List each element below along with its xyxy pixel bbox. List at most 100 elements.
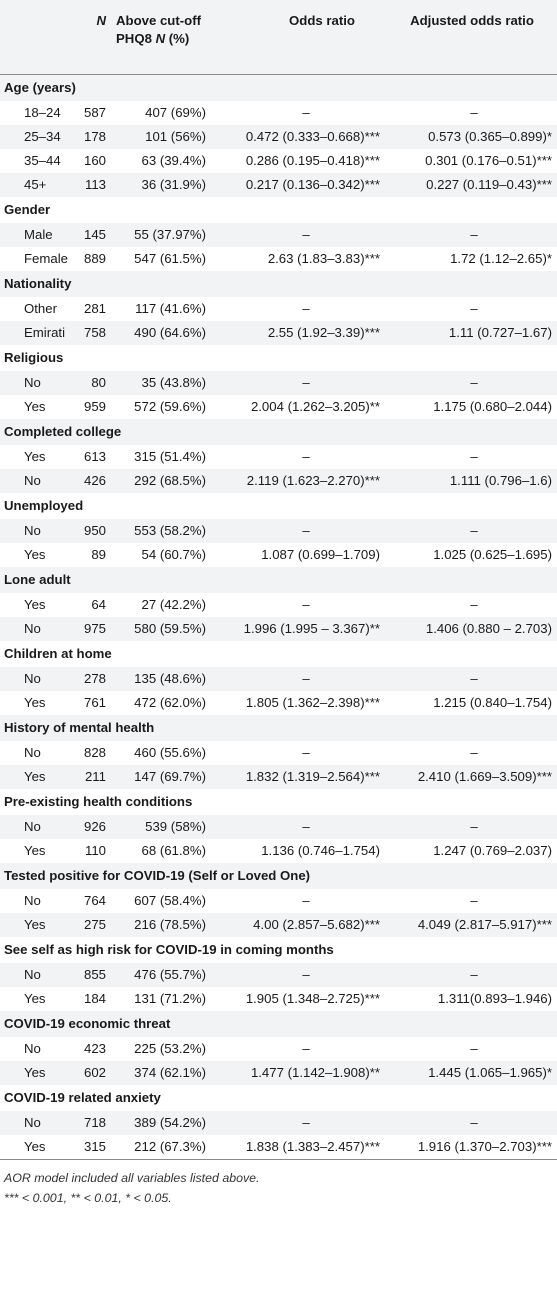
table-row: Yes 275 216 (78.5%) 4.00 (2.857–5.682)*** 4.…: [0, 913, 557, 937]
odds-ratio-value: 1.477 (1.142–1.908)**: [250, 1065, 380, 1080]
odds-ratio-value: 0.472 (0.333–0.668)***: [245, 129, 380, 144]
table-row: No 278 135 (48.6%) – –: [0, 667, 557, 691]
adjusted-odds-ratio-value: –: [470, 1115, 478, 1130]
n-value: 64: [91, 597, 106, 612]
n-value: 761: [83, 695, 106, 710]
table-row: Other 281 117 (41.6%) – –: [0, 297, 557, 321]
row-label: Yes: [24, 597, 46, 612]
above-cutoff-value: 35 (43.8%): [141, 375, 206, 390]
row-label: Yes: [24, 917, 46, 932]
adjusted-odds-ratio-value: –: [470, 375, 478, 390]
header-above-line1: Above cut-off: [116, 13, 201, 28]
group-label: Completed college: [4, 424, 122, 439]
table-row: 25–34 178 101 (56%) 0.472 (0.333–0.668)*** 0…: [0, 125, 557, 149]
row-label: Yes: [24, 769, 46, 784]
above-cutoff-value: 54 (60.7%): [141, 547, 206, 562]
table-row: No 80 35 (43.8%) – –: [0, 371, 557, 395]
row-label: 35–44: [24, 153, 61, 168]
table-row: No 426 292 (68.5%) 2.119 (1.623–2.270)*** 1.…: [0, 469, 557, 493]
above-cutoff-value: 547 (61.5%): [134, 251, 206, 266]
row-label: Female: [24, 251, 68, 266]
header-above-cutoff: Above cut-off PHQ8 N (%): [116, 12, 236, 48]
table-row: Yes 64 27 (42.2%) – –: [0, 593, 557, 617]
group-label: Lone adult: [4, 572, 71, 587]
odds-ratio-value: 2.55 (1.92–3.39)***: [267, 325, 380, 340]
bottom-rule: [0, 1159, 557, 1160]
row-label: Yes: [24, 843, 46, 858]
table-row: Yes 602 374 (62.1%) 1.477 (1.142–1.908)** 1.…: [0, 1061, 557, 1085]
n-value: 926: [83, 819, 106, 834]
adjusted-odds-ratio-value: 0.301 (0.176–0.51)***: [425, 153, 552, 168]
above-cutoff-value: 572 (59.6%): [134, 399, 206, 414]
group-label: Age (years): [4, 80, 76, 95]
row-label: 45+: [24, 177, 47, 192]
adjusted-odds-ratio-value: 1.406 (0.880 – 2.703): [425, 621, 552, 636]
n-value: 275: [83, 917, 106, 932]
group-header-row: Nationality: [0, 271, 557, 297]
n-value: 315: [83, 1139, 106, 1154]
group-header-row: Age (years): [0, 75, 557, 101]
table-row: Yes 959 572 (59.6%) 2.004 (1.262–3.205)** 1.…: [0, 395, 557, 419]
row-label: No: [24, 819, 41, 834]
odds-ratio-value: –: [302, 301, 310, 316]
n-value: 110: [84, 843, 106, 858]
n-value: 758: [83, 325, 106, 340]
row-label: Yes: [24, 449, 46, 464]
adjusted-odds-ratio-value: 2.410 (1.669–3.509)***: [417, 769, 552, 784]
above-cutoff-value: 101 (56%): [145, 129, 206, 144]
odds-ratio-value: 1.805 (1.362–2.398)***: [245, 695, 380, 710]
adjusted-odds-ratio-value: 1.311(0.893–1.946): [437, 991, 552, 1006]
n-value: 89: [91, 547, 106, 562]
above-cutoff-value: 68 (61.8%): [141, 843, 206, 858]
table-row: No 423 225 (53.2%) – –: [0, 1037, 557, 1061]
row-label: No: [24, 621, 41, 636]
odds-ratio-value: 2.63 (1.83–3.83)***: [267, 251, 380, 266]
above-cutoff-value: 460 (55.6%): [134, 745, 206, 760]
row-label: Yes: [24, 1139, 46, 1154]
group-header-row: See self as high risk for COVID-19 in co…: [0, 937, 557, 963]
table-row: 45+ 113 36 (31.9%) 0.217 (0.136–0.342)*** 0.…: [0, 173, 557, 197]
n-value: 764: [83, 893, 106, 908]
n-value: 602: [83, 1065, 106, 1080]
above-cutoff-value: 225 (53.2%): [134, 1041, 206, 1056]
odds-ratio-value: 0.217 (0.136–0.342)***: [245, 177, 380, 192]
above-cutoff-value: 539 (58%): [145, 819, 206, 834]
table-row: Yes 110 68 (61.8%) 1.136 (0.746–1.754) 1.247…: [0, 839, 557, 863]
table-row: Yes 89 54 (60.7%) 1.087 (0.699–1.709) 1.025 …: [0, 543, 557, 567]
odds-ratio-value: –: [302, 375, 310, 390]
n-value: 855: [83, 967, 106, 982]
adjusted-odds-ratio-value: –: [470, 819, 478, 834]
above-cutoff-value: 315 (51.4%): [134, 449, 206, 464]
n-value: 178: [83, 129, 106, 144]
above-cutoff-value: 389 (54.2%): [134, 1115, 206, 1130]
group-header-row: Children at home: [0, 641, 557, 667]
group-label: Gender: [4, 202, 51, 217]
row-label: No: [24, 473, 41, 488]
above-cutoff-value: 292 (68.5%): [134, 473, 206, 488]
odds-ratio-value: 1.832 (1.319–2.564)***: [245, 769, 380, 784]
table-row: Yes 184 131 (71.2%) 1.905 (1.348–2.725)*** 1…: [0, 987, 557, 1011]
odds-ratio-value: 1.905 (1.348–2.725)***: [245, 991, 380, 1006]
adjusted-odds-ratio-value: 1.11 (0.727–1.67): [448, 325, 552, 340]
odds-ratio-table: N Above cut-off PHQ8 N (%) Odds ratio Ad…: [0, 0, 557, 1205]
row-label: No: [24, 671, 41, 686]
above-cutoff-value: 117 (41.6%): [135, 301, 206, 316]
table-body: Age (years) 18–24 587 407 (69%) – – 25–34 178 10…: [0, 75, 557, 1159]
group-header-row: Lone adult: [0, 567, 557, 593]
table-row: Emirati 758 490 (64.6%) 2.55 (1.92–3.39)***…: [0, 321, 557, 345]
group-label: Nationality: [4, 276, 72, 291]
adjusted-odds-ratio-value: –: [470, 671, 478, 686]
adjusted-odds-ratio-value: 1.72 (1.12–2.65)*: [450, 251, 552, 266]
table-row: Female 889 547 (61.5%) 2.63 (1.83–3.83)*** 1…: [0, 247, 557, 271]
row-label: Yes: [24, 695, 46, 710]
above-cutoff-value: 131 (71.2%): [134, 991, 206, 1006]
group-header-row: Pre-existing health conditions: [0, 789, 557, 815]
adjusted-odds-ratio-value: –: [470, 893, 478, 908]
table-row: No 718 389 (54.2%) – –: [0, 1111, 557, 1135]
table-row: Yes 315 212 (67.3%) 1.838 (1.383–2.457)*** 1…: [0, 1135, 557, 1159]
above-cutoff-value: 607 (58.4%): [134, 893, 206, 908]
table-row: No 855 476 (55.7%) – –: [0, 963, 557, 987]
above-cutoff-value: 580 (59.5%): [134, 621, 206, 636]
above-cutoff-value: 407 (69%): [145, 105, 206, 120]
table-row: 18–24 587 407 (69%) – –: [0, 101, 557, 125]
